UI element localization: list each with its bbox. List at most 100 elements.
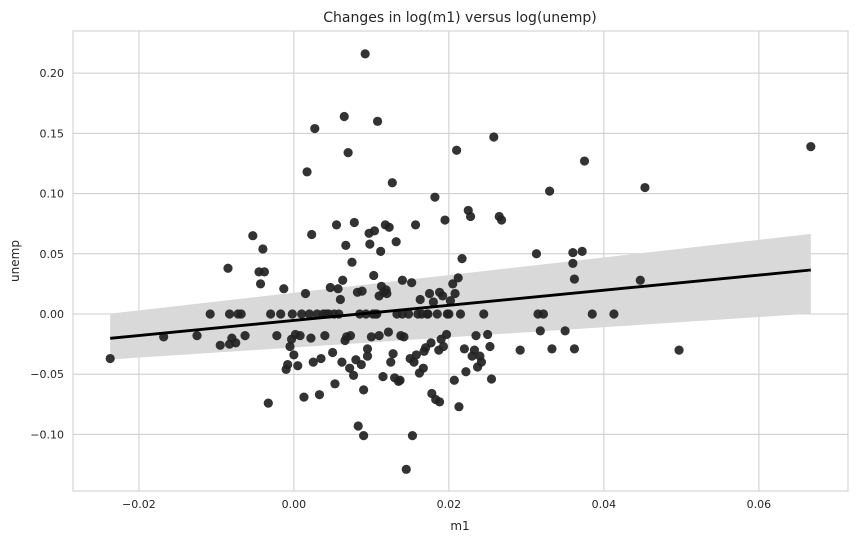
scatter-point [308, 357, 318, 367]
scatter-point [289, 350, 299, 360]
x-tick-labels: −0.02 0.00 0.02 0.04 0.06 [122, 498, 771, 511]
chart-title: Changes in log(m1) versus log(unemp) [323, 10, 597, 26]
scatter-point [568, 258, 578, 269]
scatter-point [279, 284, 289, 294]
scatter-point [224, 309, 235, 319]
scatter-point [538, 309, 549, 319]
scatter-point [328, 347, 338, 358]
scatter-point [339, 111, 349, 122]
scatter-point [293, 361, 303, 371]
scatter-point [362, 351, 373, 361]
scatter-point [445, 296, 456, 306]
scatter-point [434, 397, 445, 407]
scatter-point [359, 385, 369, 395]
regression-line-layer [110, 268, 811, 340]
scatter-point [410, 220, 421, 230]
scatter-point [307, 229, 317, 240]
x-tick-label: 0.04 [592, 498, 617, 511]
scatter-point [356, 359, 366, 370]
scatter-point [423, 309, 433, 319]
scatter-point [338, 275, 348, 285]
scatter-point [640, 182, 650, 193]
scatter-point [369, 270, 379, 281]
scatter-point [347, 257, 357, 267]
scatter-point [192, 331, 202, 341]
scatter-point [569, 274, 580, 284]
confidence-band [110, 233, 811, 360]
scatter-point [314, 390, 325, 400]
scatter-point [236, 309, 246, 319]
scatter-point [306, 333, 316, 343]
y-tick-label: 0.05 [40, 248, 65, 261]
scatter-point [384, 222, 394, 232]
scatter-point [374, 331, 384, 341]
scatter-point [531, 249, 542, 259]
scatter-point [304, 309, 314, 319]
scatter-point [266, 309, 276, 319]
scatter-point [331, 220, 342, 230]
scatter-point [255, 279, 266, 289]
plot-border [72, 30, 849, 492]
scatter-point [438, 341, 449, 352]
scatter-point [387, 178, 397, 188]
x-tick-label: 0.00 [282, 498, 307, 511]
scatter-point [401, 464, 411, 474]
scatter-point [449, 375, 459, 385]
scatter-point [454, 402, 464, 412]
scatter-point [415, 294, 425, 305]
scatter-point [333, 284, 343, 294]
scatter-point [489, 132, 499, 142]
scatter-point [609, 309, 619, 319]
plot-frame [72, 30, 849, 492]
scatter-point [515, 345, 525, 355]
scatter-point [806, 142, 816, 152]
scatter-point [535, 326, 545, 336]
scatter-point [295, 331, 305, 341]
scatter-point [272, 331, 282, 341]
scatter-point [432, 309, 442, 319]
scatter-point [448, 279, 458, 289]
scatter-point [461, 367, 471, 377]
scatter-point [496, 215, 507, 225]
scatter-point [545, 186, 555, 196]
scatter-point [337, 357, 347, 367]
scatter-point [345, 331, 356, 341]
scatter-point [378, 372, 388, 382]
scatter-point [366, 332, 376, 342]
scatter-point [452, 145, 462, 155]
scatter-point [469, 345, 480, 355]
scatter-point [444, 309, 454, 319]
scatter-point [441, 329, 452, 340]
scatter-point [418, 363, 428, 373]
scatter-point [259, 267, 270, 277]
scatter-point [325, 282, 335, 293]
scatter-point [365, 239, 375, 249]
scatter-point [345, 363, 355, 373]
scatter-point [569, 344, 580, 354]
scatter-point [399, 332, 409, 342]
scatter-point [395, 375, 405, 385]
scatter-point [450, 288, 460, 299]
scatter-point [579, 156, 590, 166]
y-tick-label: 0.10 [40, 188, 65, 201]
scatter-point [297, 309, 307, 319]
confidence-band-layer [110, 233, 811, 360]
scatter-point [471, 331, 481, 341]
scatter-point [330, 379, 340, 389]
x-tick-label: 0.02 [437, 498, 462, 511]
scatter-point [476, 357, 487, 367]
scatter-point [411, 350, 421, 360]
scatter-point [409, 357, 419, 367]
y-tick-label: 0.00 [40, 308, 65, 321]
y-tick-label: 0.20 [40, 67, 65, 80]
scatter-point [335, 294, 345, 305]
scatter-point [674, 345, 684, 355]
scatter-point [316, 353, 326, 364]
scatter-point [386, 357, 396, 367]
scatter-point [240, 331, 250, 341]
scatter-point [483, 329, 493, 340]
scatter-point [430, 192, 440, 202]
regression-line [110, 268, 811, 340]
scatter-point [353, 421, 363, 431]
scatter-point [568, 247, 578, 258]
